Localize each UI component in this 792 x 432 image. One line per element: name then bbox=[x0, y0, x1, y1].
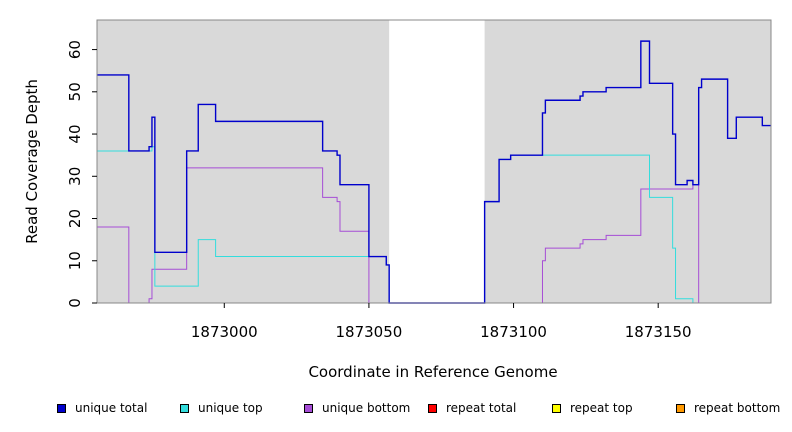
x-axis: 1873000 1873050 1873100 1873150 bbox=[191, 303, 692, 341]
legend-swatch-unique-bottom bbox=[304, 403, 313, 413]
y-tick-label: 30 bbox=[66, 167, 84, 186]
x-tick-label: 1873100 bbox=[480, 323, 547, 341]
legend-item-repeat-bottom: repeat bottom bbox=[676, 396, 780, 420]
legend-swatch-repeat-top bbox=[552, 403, 561, 413]
legend-label-repeat-bottom: repeat bottom bbox=[694, 401, 781, 415]
legend-label-unique-total: unique total bbox=[75, 401, 148, 415]
legend-label-unique-bottom: unique bottom bbox=[322, 401, 411, 415]
y-tick-label: 10 bbox=[66, 251, 84, 270]
y-tick-label: 60 bbox=[66, 40, 84, 59]
legend-item-repeat-total: repeat total bbox=[428, 396, 516, 420]
legend-item-repeat-top: repeat top bbox=[552, 396, 633, 420]
series-line-unique-total bbox=[97, 40, 771, 304]
y-tick-label: 50 bbox=[66, 82, 84, 101]
legend-item-unique-bottom: unique bottom bbox=[304, 396, 410, 420]
legend-swatch-repeat-total bbox=[428, 403, 437, 413]
shaded-region-2 bbox=[484, 20, 771, 303]
y-tick-label: 40 bbox=[66, 124, 84, 143]
legend-swatch-repeat-bottom bbox=[676, 403, 685, 413]
y-axis: 0 10 20 30 40 50 60 bbox=[66, 40, 97, 308]
legend-swatch-unique-top bbox=[180, 403, 189, 413]
y-tick-label: 0 bbox=[66, 298, 84, 308]
x-axis-label: Coordinate in Reference Genome bbox=[308, 363, 557, 381]
plot-frame bbox=[96, 19, 772, 304]
x-tick-label: 1873000 bbox=[191, 323, 258, 341]
legend-label-unique-top: unique top bbox=[198, 401, 263, 415]
y-tick-label: 20 bbox=[66, 209, 84, 228]
legend-item-unique-top: unique top bbox=[180, 396, 263, 420]
legend-label-repeat-top: repeat top bbox=[570, 401, 633, 415]
legend-swatch-unique-total bbox=[57, 403, 66, 413]
x-tick-label: 1873150 bbox=[625, 323, 692, 341]
legend-item-unique-total: unique total bbox=[57, 396, 147, 420]
x-tick-label: 1873050 bbox=[336, 323, 403, 341]
legend-label-repeat-total: repeat total bbox=[446, 401, 517, 415]
y-axis-label: Read Coverage Depth bbox=[23, 79, 41, 244]
legend: unique total unique top unique bottom repea… bbox=[0, 396, 792, 420]
shaded-region-1 bbox=[97, 20, 390, 303]
